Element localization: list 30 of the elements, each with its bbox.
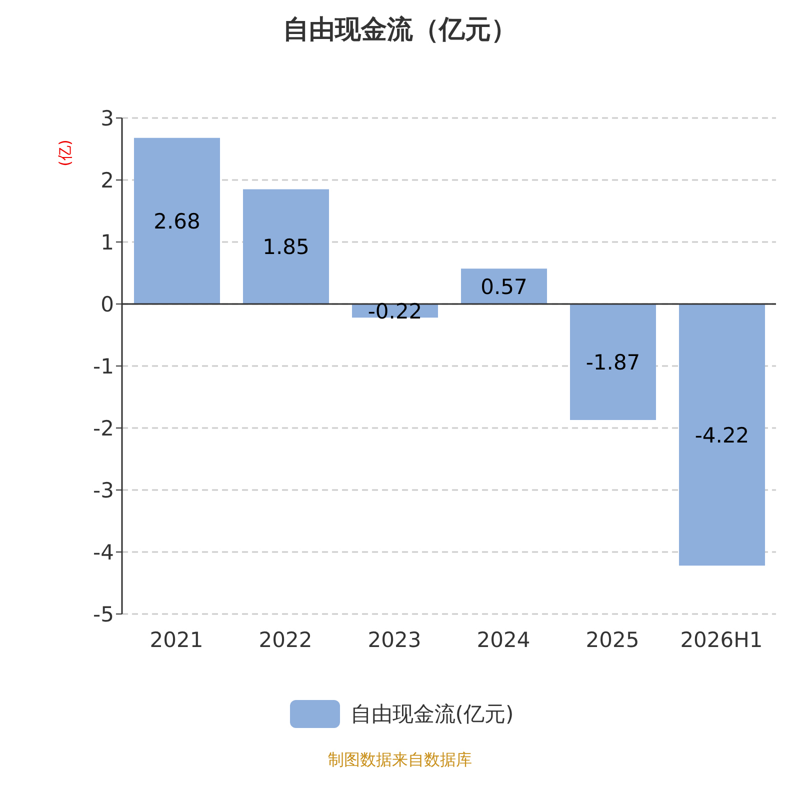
bar xyxy=(679,304,765,566)
y-tick-label: 1 xyxy=(100,230,114,254)
chart-title: 自由现金流（亿元） xyxy=(282,14,518,47)
bar xyxy=(461,268,547,304)
x-tick-label: 2026H1 xyxy=(680,628,763,652)
legend-label: 自由现金流(亿元) xyxy=(350,701,514,728)
bar xyxy=(243,189,329,304)
y-tick-label: 0 xyxy=(100,292,114,316)
x-tick-label: 2024 xyxy=(476,628,530,652)
data-label: 1.85 xyxy=(262,235,310,260)
data-label: -1.87 xyxy=(586,350,640,374)
x-tick-label: 2023 xyxy=(368,628,422,652)
data-label: -4.22 xyxy=(694,423,750,448)
y-tick-label: -4 xyxy=(93,540,114,564)
y-axis-title: (亿) xyxy=(56,140,74,166)
x-tick-label: 2025 xyxy=(586,628,640,652)
text: 制图数据来自数据库 xyxy=(327,750,473,771)
y-tick-label: -5 xyxy=(93,602,114,626)
data-label: 2.68 xyxy=(154,209,200,234)
bar xyxy=(570,304,656,420)
y-tick-label: -1 xyxy=(93,354,114,378)
data-label: 0.57 xyxy=(480,274,528,299)
y-tick-label: -2 xyxy=(93,416,114,440)
y-tick-label: 3 xyxy=(100,106,114,130)
x-tick-label: 2021 xyxy=(150,628,204,652)
bar xyxy=(134,138,220,304)
data-label: -0.22 xyxy=(368,299,422,324)
y-tick-label: 2 xyxy=(100,168,114,192)
y-tick-label: -3 xyxy=(93,478,114,502)
x-tick-label: 2022 xyxy=(258,628,312,652)
